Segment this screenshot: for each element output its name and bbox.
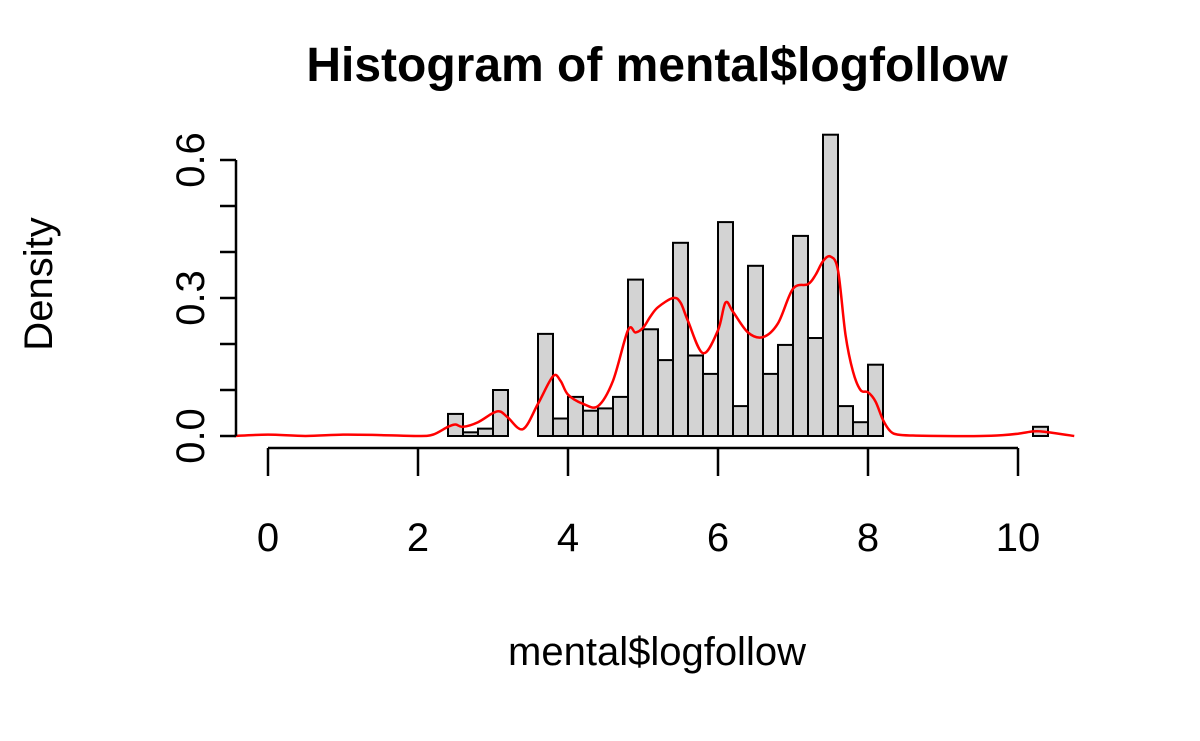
chart-title: Histogram of mental$logfollow [306,39,1008,92]
histogram-bar-5 [537,332,554,438]
x-tick-label: 10 [996,516,1041,560]
histogram-bar-15 [687,354,704,437]
x-tick-label: 8 [857,516,879,560]
y-axis-title: Density [17,217,61,350]
histogram-bar-13 [657,359,674,438]
histogram-bar-21 [777,343,794,438]
histogram-bar-6 [552,417,569,437]
histogram-bar-23 [807,337,824,437]
histogram-bars [447,133,1049,438]
histogram-bar-3 [477,427,494,438]
histogram-bar-11 [627,278,644,437]
histogram-bar-17 [717,221,734,437]
histogram-bar-19 [747,264,764,437]
x-tick-label: 0 [257,516,279,560]
histogram-bar-14 [672,241,689,437]
y-axis: 0.0 0.3 0.6 [169,132,238,464]
histogram-bar-8 [582,409,599,438]
x-tick-label: 4 [557,516,579,560]
y-tick-label: 0.6 [169,132,213,188]
histogram-bar-18 [732,405,749,438]
density-curve [234,254,1075,438]
histogram-bar-22 [792,234,809,437]
histogram-bar-26 [852,421,869,438]
x-tick-label: 6 [707,516,729,560]
y-tick-label: 0.3 [169,270,213,326]
histogram-bar-16 [702,372,719,437]
y-tick-label: 0.0 [169,408,213,464]
histogram-bar-9 [597,407,614,437]
x-tick-label: 2 [407,516,429,560]
histogram-bar-2 [462,431,479,438]
x-axis: 0 2 4 6 8 10 [257,446,1041,560]
histogram-bar-20 [762,372,779,437]
histogram-bar-25 [837,405,854,438]
x-axis-title: mental$logfollow [508,630,806,674]
histogram-bar-10 [612,395,629,437]
histogram-bar-12 [642,328,659,437]
histogram-bar-24 [822,133,839,437]
